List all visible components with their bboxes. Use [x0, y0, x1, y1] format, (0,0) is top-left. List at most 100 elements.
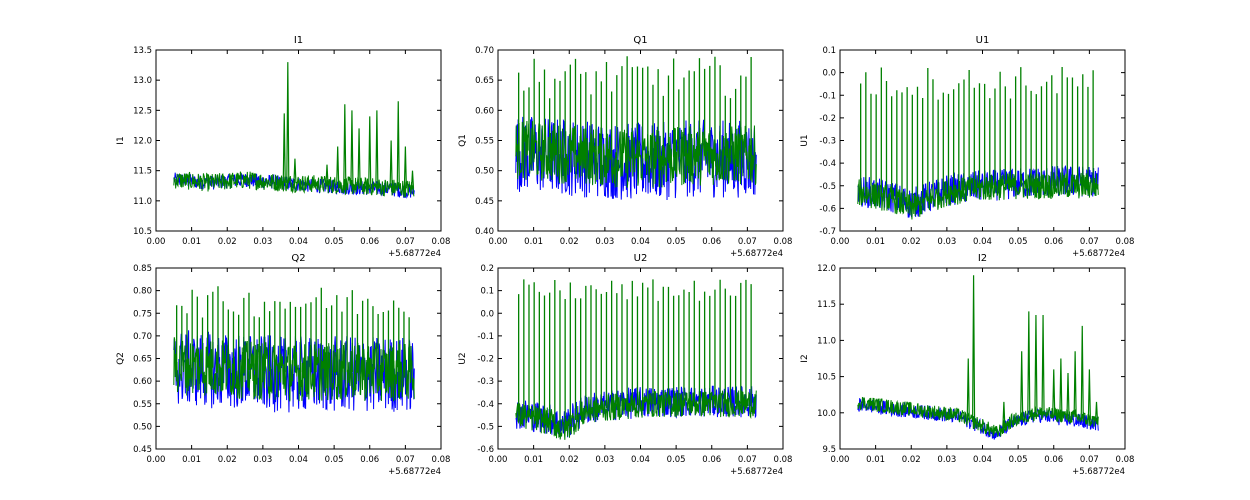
x-tick-label: 0.02 [218, 455, 237, 465]
x-tick-label: 0.06 [1044, 237, 1063, 247]
y-tick-label: 0.55 [475, 137, 494, 147]
y-tick-label: 11.5 [817, 300, 836, 310]
x-tick-label: 0.03 [595, 237, 614, 247]
y-tick-label: -0.5 [477, 422, 494, 432]
subplot-title: Q1 [633, 35, 647, 46]
x-tick-label: 0.04 [973, 455, 992, 465]
y-tick-label: 0.65 [133, 355, 152, 365]
x-tick-label: 0.04 [631, 455, 650, 465]
y-tick-label: 0.1 [822, 46, 836, 56]
subplot-title: I2 [978, 253, 987, 264]
y-tick-label: -0.5 [819, 182, 836, 192]
x-tick-label: 0.03 [595, 455, 614, 465]
subplot-q1: 0.00 0.01 0.02 0.03 0.04 0.05 0.06 0.07 0.08 0.40… [458, 35, 792, 259]
y-tick-label: 0.60 [475, 106, 494, 116]
y-tick-label: 0.1 [480, 287, 494, 297]
y-tick-label: -0.4 [819, 159, 836, 169]
x-tick-label: 0.08 [774, 237, 793, 247]
x-offset-label: +5.68772e4 [730, 467, 783, 477]
x-offset-label: +5.68772e4 [730, 249, 783, 259]
x-tick-label: 0.08 [432, 455, 451, 465]
y-axis-label: I2 [800, 354, 810, 362]
x-tick-label: 0.07 [396, 237, 415, 247]
subplot-title: U2 [634, 253, 648, 264]
x-tick-label: 0.04 [631, 237, 650, 247]
x-tick-label: 0.06 [702, 237, 721, 247]
subplot-q2: 0.00 0.01 0.02 0.03 0.04 0.05 0.06 0.07 0.08 0.45… [116, 253, 450, 477]
series-spikes [966, 275, 1099, 428]
y-tick-label: 0.0 [480, 309, 494, 319]
y-tick-label: 0.80 [133, 287, 152, 297]
x-tick-label: 0.05 [1009, 455, 1028, 465]
x-tick-label: 0.01 [524, 455, 543, 465]
x-offset-label: +5.68772e4 [388, 467, 441, 477]
x-tick-label: 0.03 [937, 455, 956, 465]
y-tick-label: 0.60 [133, 377, 152, 387]
y-tick-label: 0.40 [475, 227, 494, 237]
y-tick-label: 10.0 [817, 409, 836, 419]
x-tick-label: 0.02 [902, 455, 921, 465]
x-tick-label: 0.08 [432, 237, 451, 247]
y-tick-label: -0.6 [477, 445, 494, 455]
x-tick-label: 0.00 [831, 455, 850, 465]
x-tick-label: 0.07 [396, 455, 415, 465]
x-tick-label: 0.03 [253, 237, 272, 247]
x-tick-label: 0.07 [1080, 237, 1099, 247]
x-tick-label: 0.08 [1116, 455, 1135, 465]
x-tick-label: 0.00 [831, 237, 850, 247]
x-tick-label: 0.01 [866, 237, 885, 247]
x-tick-label: 0.05 [325, 455, 344, 465]
x-tick-label: 0.00 [147, 237, 166, 247]
y-tick-label: 0.2 [480, 264, 494, 274]
series-spikes [282, 62, 415, 189]
x-tick-label: 0.01 [182, 237, 201, 247]
y-tick-label: -0.3 [819, 137, 836, 147]
x-tick-label: 0.07 [1080, 455, 1099, 465]
y-tick-label: 0.45 [475, 197, 494, 207]
x-tick-label: 0.05 [325, 237, 344, 247]
x-tick-label: 0.00 [489, 237, 508, 247]
y-tick-label: 0.65 [475, 76, 494, 86]
y-tick-label: 0.50 [475, 167, 494, 177]
series-line [173, 337, 415, 402]
x-tick-label: 0.06 [360, 237, 379, 247]
x-tick-label: 0.01 [524, 237, 543, 247]
x-tick-label: 0.07 [738, 455, 757, 465]
series-line [515, 390, 757, 440]
y-tick-label: 0.45 [133, 445, 152, 455]
x-tick-label: 0.02 [560, 455, 579, 465]
x-tick-label: 0.00 [489, 455, 508, 465]
x-offset-label: +5.68772e4 [1072, 467, 1125, 477]
x-offset-label: +5.68772e4 [388, 249, 441, 259]
y-axis-label: Q1 [458, 134, 468, 147]
y-tick-label: 11.0 [133, 197, 152, 207]
y-tick-label: 10.5 [133, 227, 152, 237]
series-line [857, 396, 1099, 437]
x-tick-label: 0.02 [560, 237, 579, 247]
x-tick-label: 0.02 [218, 237, 237, 247]
y-tick-label: 9.5 [822, 445, 836, 455]
series-spikes [860, 67, 1094, 208]
subplot-title: I1 [294, 35, 303, 46]
series-spikes [518, 56, 752, 159]
x-offset-label: +5.68772e4 [1072, 249, 1125, 259]
x-tick-label: 0.03 [937, 237, 956, 247]
series-line [857, 172, 1099, 220]
y-axis-label: I1 [116, 136, 126, 144]
y-tick-label: 0.50 [133, 422, 152, 432]
y-tick-label: 0.75 [133, 309, 152, 319]
y-tick-label: 12.0 [133, 137, 152, 147]
y-tick-label: -0.7 [819, 227, 836, 237]
y-tick-label: -0.2 [477, 355, 494, 365]
y-tick-label: 0.0 [822, 69, 836, 79]
y-axis-label: Q2 [116, 352, 126, 365]
y-tick-label: 10.5 [817, 373, 836, 383]
x-tick-label: 0.01 [866, 455, 885, 465]
y-tick-label: -0.3 [477, 377, 494, 387]
x-tick-label: 0.04 [289, 455, 308, 465]
series-line [515, 120, 757, 188]
series-spikes [176, 286, 410, 373]
series-spikes [518, 279, 752, 430]
x-tick-label: 0.05 [1009, 237, 1028, 247]
y-tick-label: -0.6 [819, 204, 836, 214]
